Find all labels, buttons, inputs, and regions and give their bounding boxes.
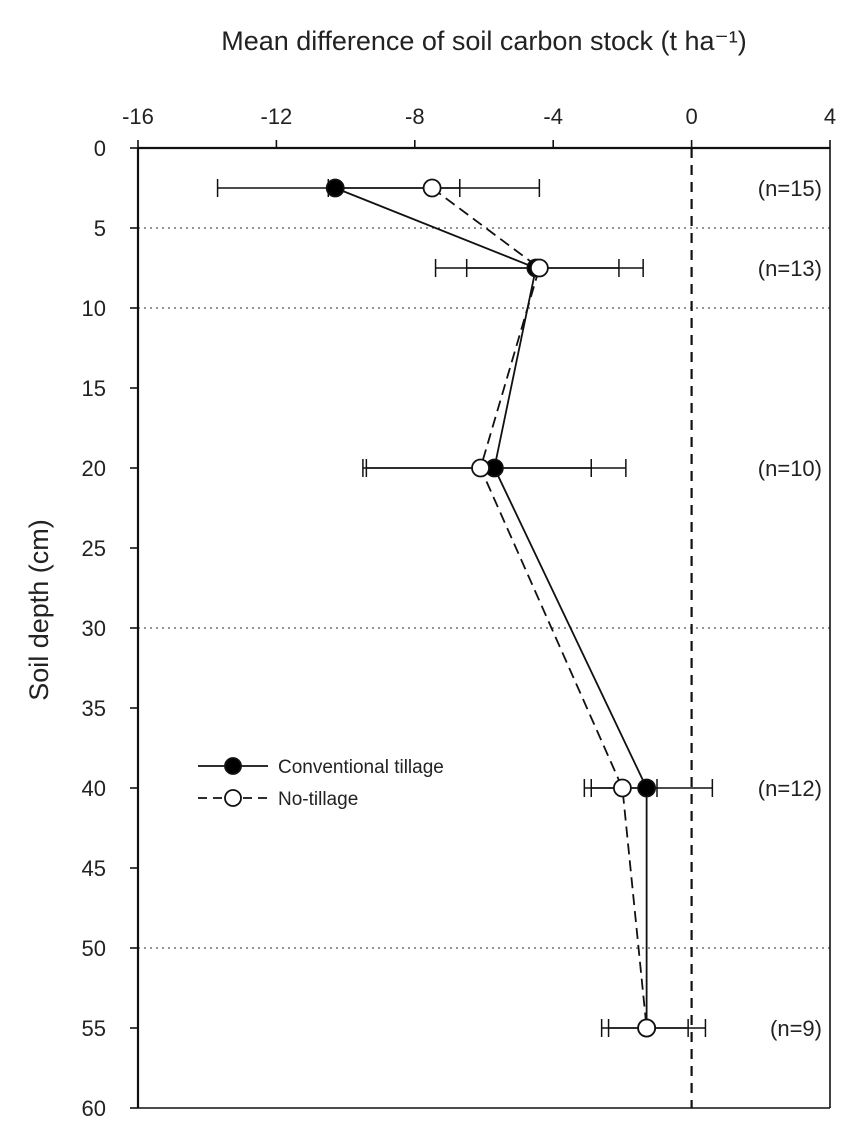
legend-marker bbox=[224, 789, 242, 807]
y-tick-label: 60 bbox=[82, 1096, 106, 1120]
data-point-no-tillage bbox=[471, 458, 490, 478]
x-tick-label: 0 bbox=[685, 104, 697, 129]
y-tick-label: 30 bbox=[82, 616, 106, 641]
data-point-no-tillage bbox=[529, 258, 549, 278]
y-tick-label: 20 bbox=[82, 456, 106, 481]
legend-marker bbox=[224, 757, 242, 775]
y-tick-label: 55 bbox=[82, 1016, 106, 1041]
x-tick-label: -8 bbox=[405, 104, 425, 129]
series-line-no-tillage bbox=[431, 187, 648, 1029]
legend-label: Conventional tillage bbox=[278, 757, 444, 778]
y-tick-label: 50 bbox=[82, 936, 106, 961]
series-line-conventional-tillage bbox=[334, 187, 648, 1028]
sample-size-label: (n=13) bbox=[758, 256, 822, 281]
data-point-conventional-tillage bbox=[637, 778, 657, 798]
x-tick-label: -4 bbox=[543, 104, 563, 129]
x-tick-label: -12 bbox=[261, 104, 293, 129]
y-tick-label: 45 bbox=[82, 856, 106, 881]
y-tick-label: 10 bbox=[82, 296, 106, 321]
sample-size-label: (n=9) bbox=[770, 1016, 822, 1041]
y-tick-label: 40 bbox=[82, 776, 106, 801]
legend: Conventional tillage No-tillage bbox=[198, 757, 444, 810]
legend-label: No-tillage bbox=[278, 789, 358, 810]
y-tick-label: 15 bbox=[82, 376, 106, 401]
y-tick-label: 0 bbox=[94, 136, 106, 161]
y-tick-label: 5 bbox=[94, 216, 106, 241]
x-tick-label: -16 bbox=[122, 104, 154, 129]
grid-layer bbox=[138, 148, 830, 1108]
y-tick-label: 35 bbox=[82, 696, 106, 721]
sample-size-label: (n=12) bbox=[758, 776, 822, 801]
sample-size-label: (n=15) bbox=[758, 176, 822, 201]
y-tick-label: 25 bbox=[82, 536, 106, 561]
data-point-no-tillage bbox=[637, 1018, 657, 1038]
data-point-conventional-tillage bbox=[325, 178, 345, 198]
data-point-no-tillage bbox=[613, 778, 632, 798]
data-point-no-tillage bbox=[422, 178, 442, 198]
series-layer bbox=[216, 178, 714, 1038]
labels-layer: Mean difference of soil carbon stock (t … bbox=[24, 26, 822, 1041]
sample-size-label: (n=10) bbox=[758, 456, 822, 481]
y-axis-title: Soil depth (cm) bbox=[24, 519, 54, 701]
x-tick-label: 4 bbox=[824, 104, 836, 129]
x-axis-title: Mean difference of soil carbon stock (t … bbox=[221, 26, 747, 56]
